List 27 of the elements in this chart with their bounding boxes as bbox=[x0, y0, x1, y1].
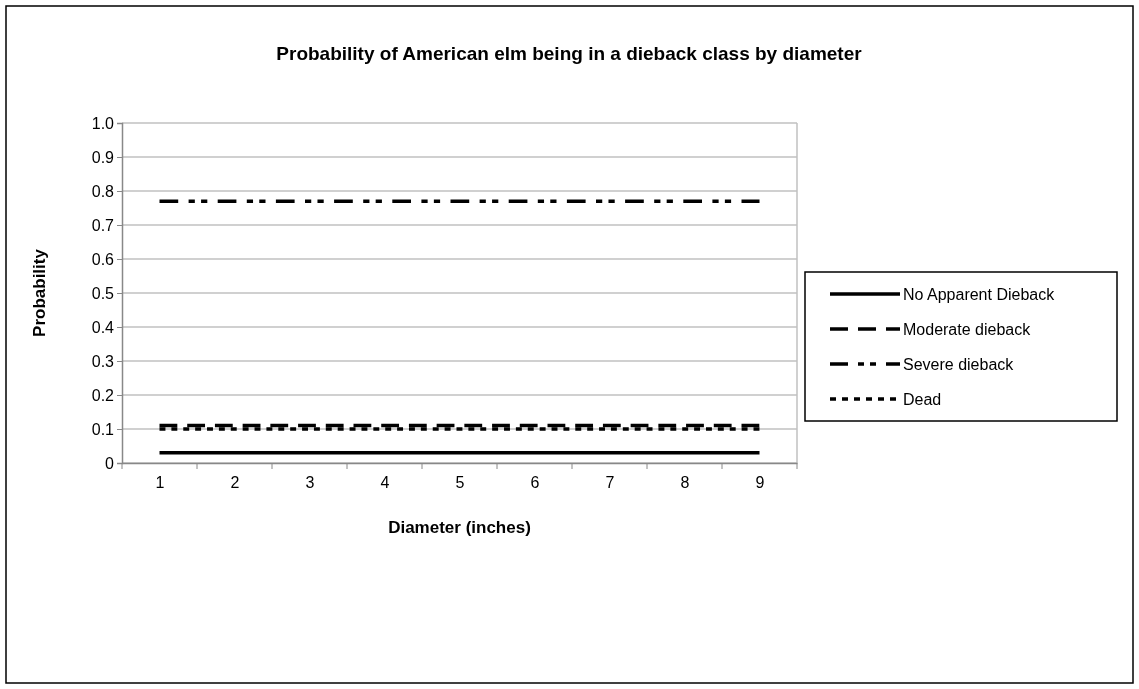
y-axis-title: Probability bbox=[30, 248, 49, 337]
x-tick-label: 5 bbox=[455, 474, 465, 492]
x-tick-label: 8 bbox=[680, 474, 690, 492]
x-tick-label: 1 bbox=[155, 474, 165, 492]
x-tick-label: 2 bbox=[230, 474, 240, 492]
x-tick-label: 4 bbox=[380, 474, 390, 492]
y-tick-label: 0.3 bbox=[91, 352, 115, 370]
y-tick-label: 0.9 bbox=[91, 148, 115, 166]
chart-title: Probability of American elm being in a dieback class by diameter bbox=[276, 43, 863, 64]
x-axis-title: Diameter (inches) bbox=[388, 518, 531, 537]
legend-label: Severe dieback bbox=[903, 356, 1015, 373]
y-tick-label: 0.7 bbox=[91, 216, 115, 234]
x-tick-label: 7 bbox=[605, 474, 615, 492]
y-tick-label: 0.8 bbox=[91, 182, 115, 200]
legend-label: Dead bbox=[903, 391, 942, 408]
legend-label: No Apparent Dieback bbox=[903, 286, 1056, 303]
x-tick-label: 9 bbox=[755, 474, 765, 492]
y-tick-label: 0.1 bbox=[91, 420, 115, 438]
y-tick-label: 0 bbox=[105, 454, 115, 472]
y-tick-label: 0.6 bbox=[91, 250, 115, 268]
y-tick-label: 1.0 bbox=[91, 114, 115, 132]
x-tick-label: 6 bbox=[530, 474, 540, 492]
y-tick-label: 0.2 bbox=[91, 386, 115, 404]
legend-label: Moderate dieback bbox=[903, 321, 1032, 338]
x-tick-label: 3 bbox=[305, 474, 315, 492]
y-tick-label: 0.5 bbox=[91, 284, 115, 302]
y-tick-label: 0.4 bbox=[91, 318, 115, 336]
